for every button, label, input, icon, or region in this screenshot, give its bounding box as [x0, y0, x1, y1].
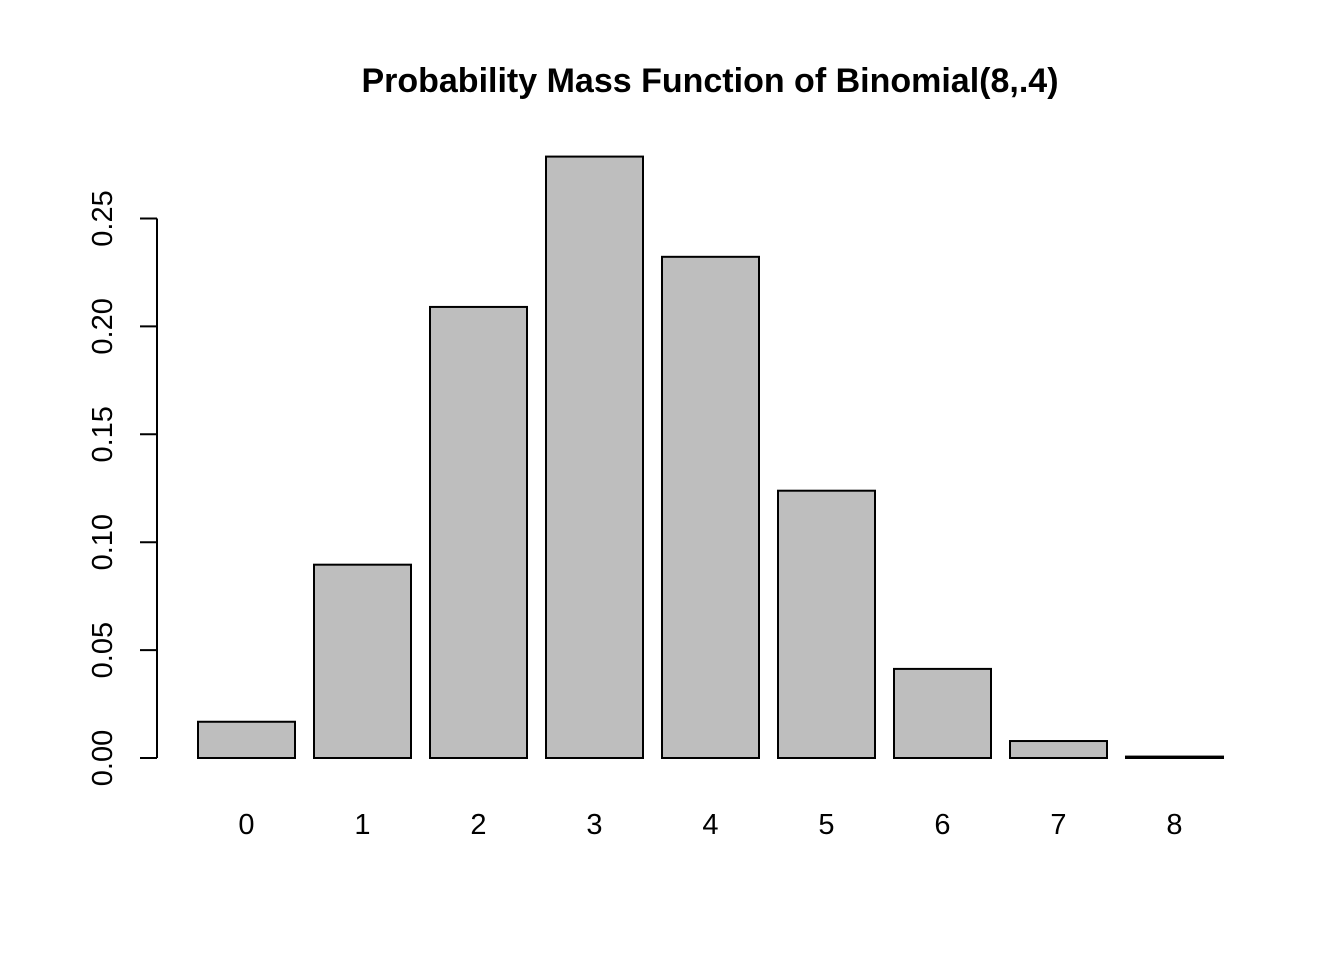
bar-5 [777, 489, 876, 759]
y-axis: 0.00 0.05 0.10 0.15 0.20 0.25 [87, 190, 158, 786]
bar-8 [1125, 755, 1224, 759]
y-tick-label: 0.25 [87, 190, 119, 246]
bars-group [197, 155, 1224, 760]
bar-7 [1009, 740, 1108, 759]
x-tick-label-8: 8 [1166, 809, 1182, 841]
x-tick-label-0: 0 [238, 809, 254, 841]
y-tick-label: 0.00 [87, 730, 119, 786]
x-tick-label-7: 7 [1050, 809, 1066, 841]
chart-title: Probability Mass Function of Binomial(8,… [361, 62, 1058, 100]
bar-1 [313, 563, 412, 759]
y-tick-label: 0.05 [87, 622, 119, 678]
bar-2 [429, 305, 528, 759]
y-tick-label: 0.15 [87, 406, 119, 462]
x-tick-label-6: 6 [934, 809, 950, 841]
y-tick-label: 0.10 [87, 514, 119, 570]
x-tick-label-2: 2 [470, 809, 486, 841]
x-tick-label-5: 5 [818, 809, 834, 841]
x-tick-label-1: 1 [354, 809, 370, 841]
bar-3 [545, 155, 644, 760]
x-axis-labels: 0 1 2 3 4 5 6 7 8 [238, 809, 1182, 841]
bar-4 [661, 255, 760, 759]
bar-0 [197, 720, 296, 759]
bar-6 [893, 667, 992, 760]
x-tick-label-4: 4 [702, 809, 718, 841]
y-tick-label: 0.20 [87, 298, 119, 354]
x-tick-label-3: 3 [586, 809, 602, 841]
